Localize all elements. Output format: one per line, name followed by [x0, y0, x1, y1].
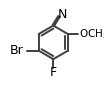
Text: OCH$_3$: OCH$_3$ [79, 27, 104, 41]
Text: F: F [50, 66, 57, 79]
Text: N: N [58, 8, 67, 21]
Text: Br: Br [10, 44, 24, 57]
